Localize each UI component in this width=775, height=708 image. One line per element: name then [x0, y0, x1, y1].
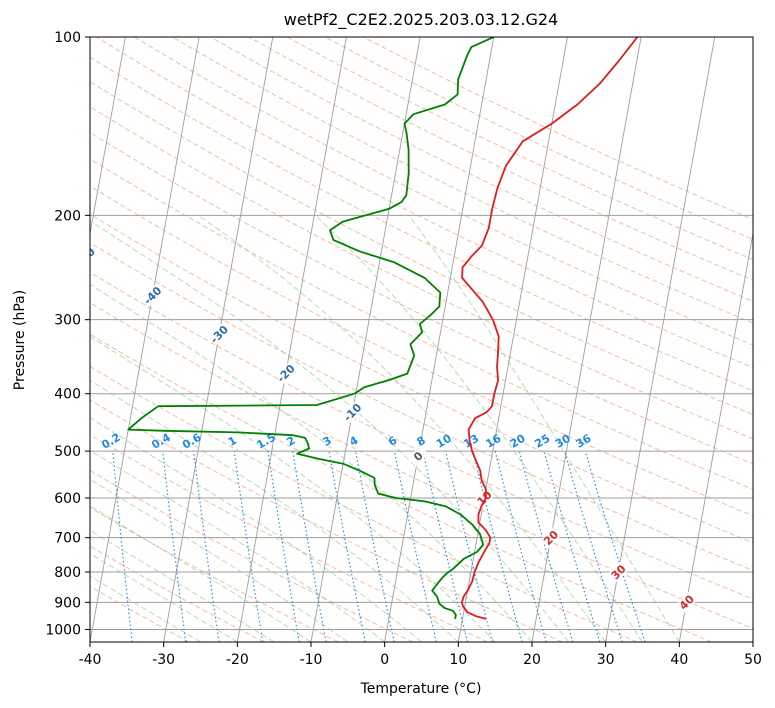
moist-adiabat-line [90, 283, 533, 642]
isotherm-label-bg [208, 323, 230, 345]
y-tick-label: 300 [54, 313, 81, 329]
moist-adiabat-line [90, 417, 422, 642]
y-tick-label: 500 [54, 444, 81, 460]
chart-title: wetPf2_C2E2.2025.203.03.12.G24 [284, 10, 558, 30]
dry-adiabat-line [90, 56, 753, 392]
moist-adiabat-line [90, 505, 312, 642]
moist-adiabat-line [314, 214, 643, 642]
x-tick-label: -20 [226, 652, 249, 668]
mixing-ratio-line [518, 450, 574, 642]
mixing-ratio-line [393, 450, 437, 642]
dewpoint-line [127, 37, 495, 620]
isotherm-line [90, 37, 126, 237]
y-tick-label: 100 [54, 30, 81, 46]
dry-adiabat-line [134, 37, 753, 346]
moist-adiabat-line [90, 575, 201, 642]
mixing-ratio-line [494, 450, 547, 642]
x-axis-title: Temperature (°C) [360, 681, 482, 697]
isotherm-label-bg [341, 401, 364, 423]
dry-adiabat-line [90, 507, 339, 642]
x-tick-label: 10 [449, 652, 467, 668]
x-tick-label: -30 [152, 652, 175, 668]
dry-adiabat-line [90, 399, 563, 642]
temperature-line [460, 37, 639, 620]
mixing-ratio-line [162, 451, 187, 642]
isotherm-line [384, 37, 495, 642]
isotherm-line [90, 37, 200, 642]
isotherm-label-bg [607, 561, 629, 583]
mixing-ratio-lines [112, 450, 646, 642]
mixing-ratio-line [422, 450, 469, 642]
dry-adiabat-line [90, 271, 753, 600]
mixing-ratio-line [584, 450, 646, 642]
x-axis-ticks: -40 -30 -20 -10 0 10 20 30 40 50 [79, 642, 762, 668]
x-tick-label: 0 [380, 652, 389, 668]
isotherm-label-bg [473, 487, 495, 509]
mixing-ratio-line [193, 451, 220, 642]
isotherm-line [236, 37, 347, 642]
dry-adiabat-line [90, 333, 712, 642]
y-tick-label: 1000 [45, 622, 81, 638]
isotherm-label-bg [141, 284, 164, 307]
y-tick-label: 400 [54, 387, 81, 403]
isotherm-line [310, 37, 421, 642]
x-tick-label: 30 [597, 652, 615, 668]
isotherm-line [678, 230, 753, 642]
y-tick-label: 700 [54, 531, 81, 547]
mixing-ratio-line [233, 451, 264, 642]
y-tick-label: 200 [54, 208, 81, 224]
moist-adiabat-line [90, 336, 496, 642]
isotherm-label-bg [90, 245, 97, 268]
dry-adiabat-line [95, 37, 753, 369]
x-tick-label: 50 [744, 652, 762, 668]
y-tick-label: 900 [54, 595, 81, 611]
dry-adiabat-line [90, 302, 753, 630]
isotherm-label-bg [540, 527, 562, 549]
isotherm-line [605, 37, 716, 642]
plot-frame [89, 36, 754, 643]
mixing-ratio-line [564, 450, 623, 642]
mixing-ratio-line [328, 451, 366, 642]
x-tick-label: -40 [79, 652, 102, 668]
isotherm-line [457, 37, 568, 642]
y-tick-label: 600 [54, 491, 81, 507]
x-tick-label: 20 [523, 652, 541, 668]
moist-adiabat-line [90, 478, 349, 642]
dry-adiabat-line [172, 37, 753, 324]
moist-adiabat-line [90, 449, 385, 642]
mixing-ratio-line [112, 451, 133, 642]
dry-adiabat-line [90, 213, 753, 544]
moist-adiabat-line [90, 553, 238, 642]
dry-adiabat-line [90, 185, 753, 517]
isotherm-label-bg [675, 591, 698, 613]
mixing-ratio-line [543, 450, 601, 642]
mixing-ratio-line [355, 451, 395, 642]
x-tick-label: 40 [670, 652, 688, 668]
moist-adiabat-line [197, 214, 607, 642]
dry-adiabat-line [90, 366, 638, 642]
dry-adiabat-line [90, 434, 488, 642]
isotherm-label-bg [275, 362, 297, 384]
sounding-series [127, 37, 639, 620]
dry-adiabat-line [90, 158, 753, 490]
isotherms [90, 37, 753, 642]
dry-adiabat-line [210, 37, 753, 302]
y-axis-title: Pressure (hPa) [12, 290, 28, 390]
moist-adiabats [90, 214, 680, 642]
moist-adiabat-line [90, 379, 459, 642]
y-tick-label: 800 [54, 565, 81, 581]
dry-adiabats [90, 37, 753, 642]
isotherm-label-bg [407, 445, 429, 467]
moist-adiabat-line [408, 215, 680, 642]
isotherm-label: -50 [75, 245, 98, 268]
dry-adiabat-line [90, 545, 264, 642]
y-axis-ticks: 100 200 300 400 500 600 700 800 900 1000 [45, 30, 90, 638]
x-tick-label: -10 [300, 652, 323, 668]
